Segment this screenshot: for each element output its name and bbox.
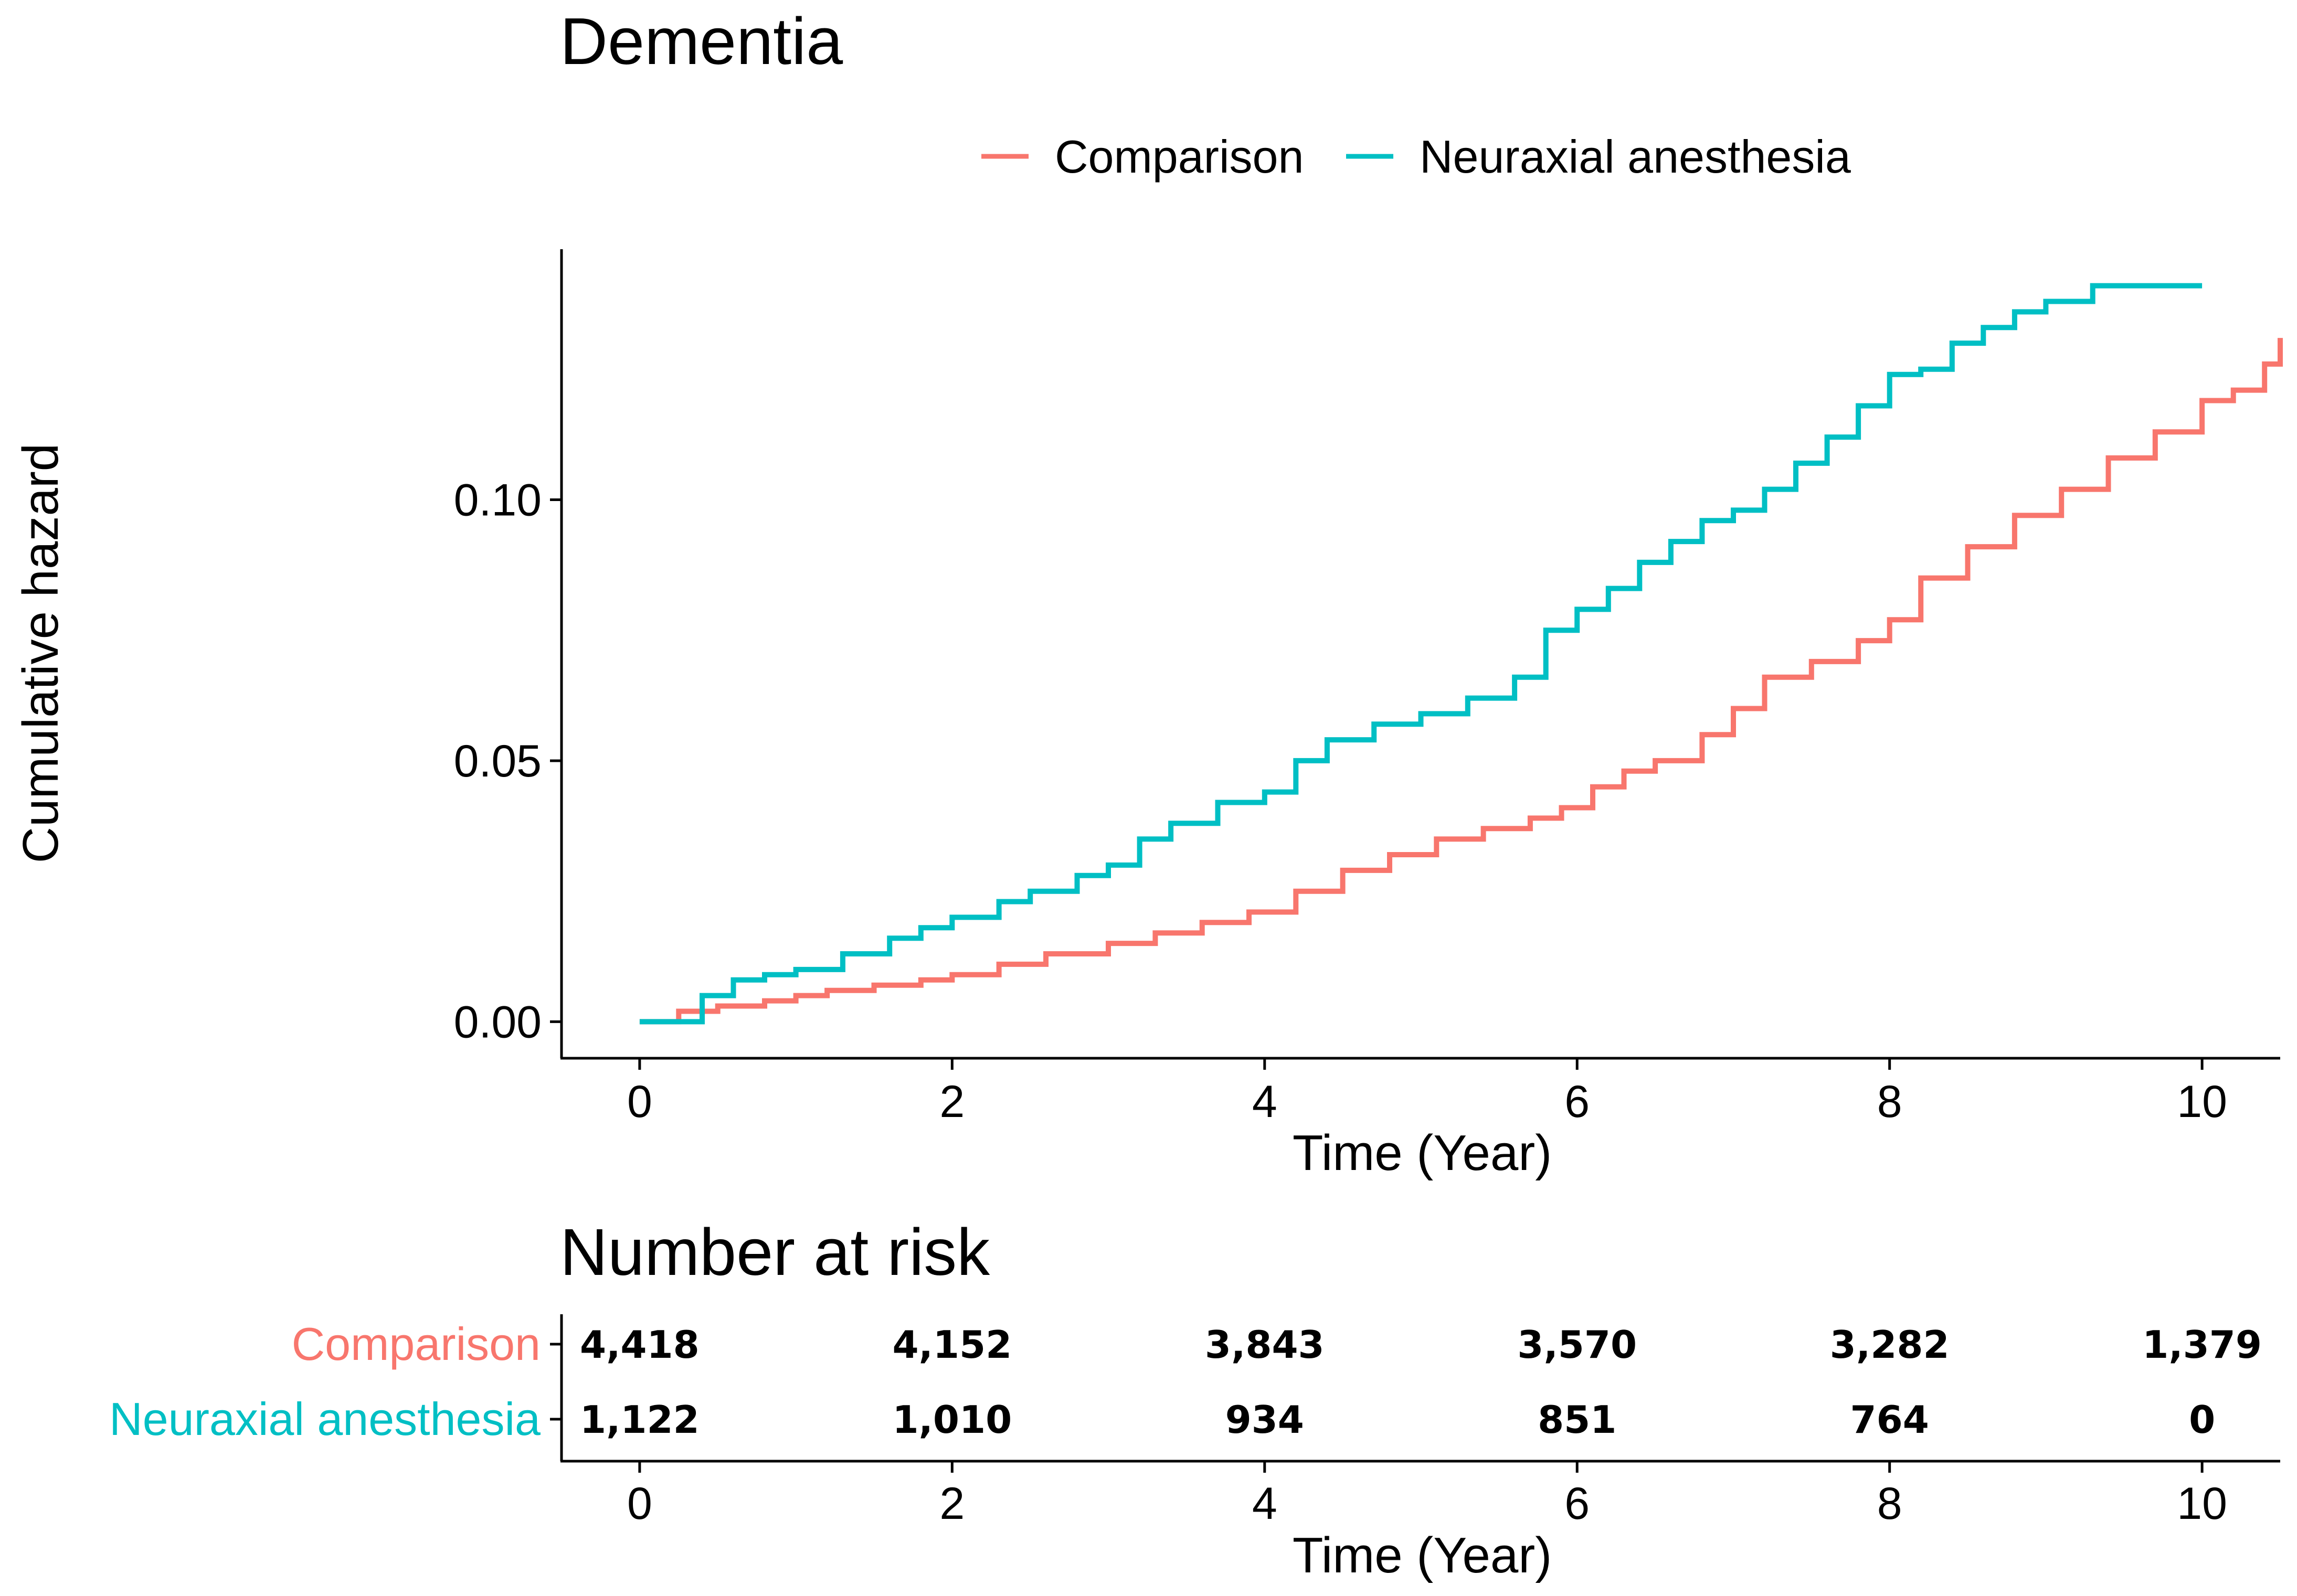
risk-x-tick-label: 0 <box>627 1478 652 1529</box>
x-tick-label: 2 <box>939 1077 965 1127</box>
risk-x-tick-label: 10 <box>2177 1478 2227 1529</box>
risk-table-x-ticks: 0 2 4 6 8 10 <box>627 1461 2227 1529</box>
y-tick-label: 0.10 <box>454 475 542 526</box>
cumulative-hazard-plot: Dementia Comparison Neuraxial anesthesia… <box>13 4 2283 1181</box>
x-tick-label: 0 <box>627 1077 652 1127</box>
risk-value-comparison-t2: 4,152 <box>892 1323 1012 1367</box>
risk-value-comparison-t0: 4,418 <box>580 1323 700 1367</box>
risk-value-comparison-t10: 1,379 <box>2142 1323 2262 1367</box>
legend-label-comparison: Comparison <box>1055 131 1304 183</box>
x-ticks: 0 2 4 6 8 10 <box>627 1058 2227 1127</box>
series-line-neuraxial-anesthesia <box>639 283 2203 1025</box>
risk-value-comparison-t4: 3,843 <box>1205 1323 1325 1367</box>
risk-x-tick-label: 8 <box>1877 1478 1902 1529</box>
risk-table-rows: Comparison 4,418 4,152 3,843 3,570 3,282 1,379… <box>109 1318 2262 1445</box>
risk-value-neuraxial-anesthesia-t4: 934 <box>1225 1398 1304 1442</box>
y-ticks: 0.00 0.05 0.10 <box>454 475 562 1047</box>
chart-title: Dementia <box>560 4 843 78</box>
risk-value-neuraxial-anesthesia-t0: 1,122 <box>580 1398 700 1442</box>
series-lines <box>639 283 2283 1025</box>
risk-value-comparison-t6: 3,570 <box>1517 1323 1637 1367</box>
number-at-risk-table: Number at risk Comparison 4,418 4,152 3,843… <box>109 1215 2280 1583</box>
x-axis-label: Time (Year) <box>1293 1125 1552 1181</box>
legend-label-neuraxial-anesthesia: Neuraxial anesthesia <box>1420 131 1851 183</box>
y-tick-label: 0.05 <box>454 736 542 786</box>
risk-table-title: Number at risk <box>560 1215 990 1289</box>
risk-table-x-axis-label: Time (Year) <box>1293 1527 1552 1583</box>
y-axis-label: Cumulative hazard <box>13 443 69 863</box>
risk-row-label-neuraxial-anesthesia: Neuraxial anesthesia <box>109 1393 541 1445</box>
risk-value-neuraxial-anesthesia-t6: 851 <box>1538 1398 1616 1442</box>
risk-row-label-comparison: Comparison <box>292 1318 541 1370</box>
risk-value-neuraxial-anesthesia-t10: 0 <box>2189 1398 2215 1442</box>
x-tick-label: 10 <box>2177 1077 2227 1127</box>
risk-value-neuraxial-anesthesia-t8: 764 <box>1850 1398 1929 1442</box>
x-tick-label: 6 <box>1564 1077 1590 1127</box>
risk-x-tick-label: 6 <box>1564 1478 1590 1529</box>
legend: Comparison Neuraxial anesthesia <box>981 131 1851 183</box>
risk-x-tick-label: 4 <box>1252 1478 1277 1529</box>
risk-value-comparison-t8: 3,282 <box>1830 1323 1950 1367</box>
risk-x-tick-label: 2 <box>939 1478 965 1529</box>
x-tick-label: 4 <box>1252 1077 1277 1127</box>
x-tick-label: 8 <box>1877 1077 1902 1127</box>
y-tick-label: 0.00 <box>454 997 542 1047</box>
risk-value-neuraxial-anesthesia-t2: 1,010 <box>892 1398 1012 1442</box>
series-line-comparison <box>639 338 2283 1025</box>
